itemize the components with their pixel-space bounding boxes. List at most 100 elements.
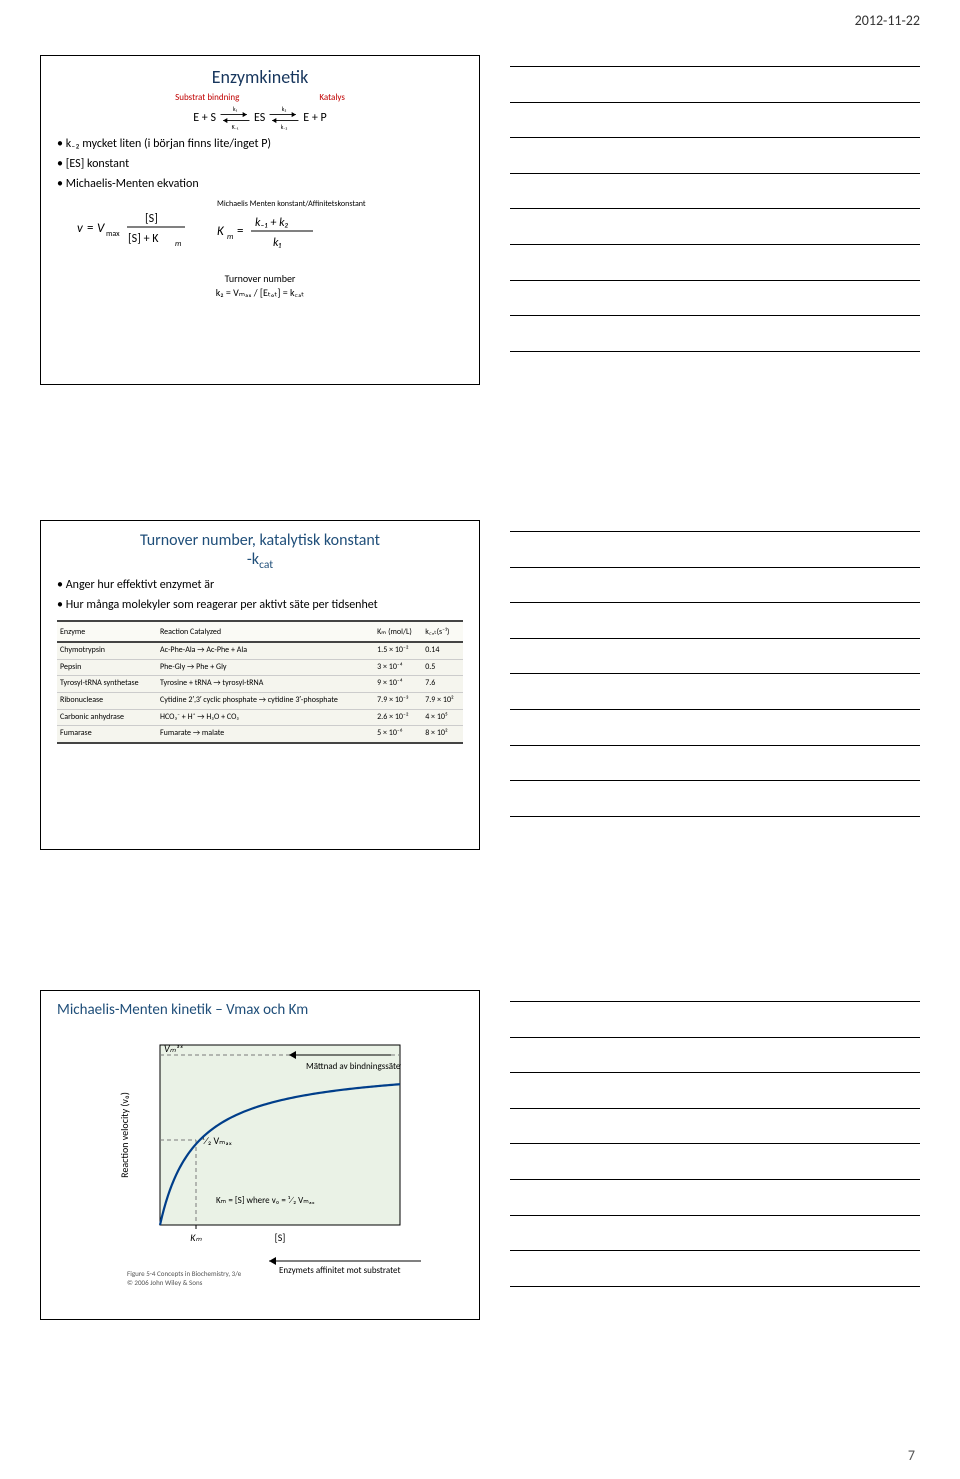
rate-k1: k₁ xyxy=(233,105,238,113)
svg-text:m: m xyxy=(227,232,233,242)
label-catalysis: Katalys xyxy=(319,92,345,103)
km-block: Michaelis Menten konstant/Affinitetskons… xyxy=(217,199,366,254)
table-cell: 7.9 × 10⁻³ xyxy=(374,692,422,709)
note-line xyxy=(510,1215,920,1216)
table-header: Enzyme xyxy=(57,621,157,642)
svg-text:K: K xyxy=(217,224,225,239)
slide2-title-line1: Turnover number, katalytisk konstant xyxy=(140,531,380,550)
table-row: ChymotrypsinAc-Phe-Ala → Ac-Phe + Ala1.5… xyxy=(57,642,463,659)
slide2-title: Turnover number, katalytisk konstant -kc… xyxy=(57,531,463,572)
note-line xyxy=(510,315,920,316)
rate-k-1: K₋₁ xyxy=(232,123,239,131)
product-ep: E + P xyxy=(303,111,326,125)
note-line xyxy=(510,567,920,568)
slide1-bullet1: k₋₂ mycket liten (i början finns lite/in… xyxy=(57,137,463,151)
turnover-eq: k₂ = Vₘₐₓ / [Eₜₒₜ] = k꜀ₐₜ xyxy=(57,285,463,299)
arrows-right: k₂ k₋₂ xyxy=(267,105,301,131)
table-cell: Ac-Phe-Ala → Ac-Phe + Ala xyxy=(157,642,374,659)
page-date: 2012-11-22 xyxy=(855,12,920,29)
note-line xyxy=(510,602,920,603)
svg-text:Kₘ = [S] where v₀ = ¹∕₂ Vₘₐₓ: Kₘ = [S] where v₀ = ¹∕₂ Vₘₐₓ xyxy=(216,1195,315,1206)
svg-text:=: = xyxy=(237,224,243,239)
slide1-bullet3: Michaelis-Menten ekvation xyxy=(57,177,463,191)
table-cell: Fumarate → malate xyxy=(157,726,374,743)
table-cell: 0.5 xyxy=(422,659,463,676)
table-cell: 3 × 10⁻⁴ xyxy=(374,659,422,676)
note-line xyxy=(510,673,920,674)
note-line xyxy=(510,816,920,817)
table-cell: Fumarase xyxy=(57,726,157,743)
caption-line2: © 2006 John Wiley & Sons xyxy=(127,1278,202,1287)
page-number: 7 xyxy=(908,1447,915,1464)
annot-affinity: Enzymets affinitet mot substratet xyxy=(261,1253,431,1275)
svg-text:v: v xyxy=(77,221,84,236)
table-cell: 5 × 10⁻⁶ xyxy=(374,726,422,743)
slide-enzymkinetik: Enzymkinetik Substrat bindning Katalys E… xyxy=(40,55,480,385)
table-cell: Carbonic anhydrase xyxy=(57,709,157,726)
slide1-title: Enzymkinetik xyxy=(57,66,463,88)
svg-text:V: V xyxy=(97,221,105,236)
note-line xyxy=(510,709,920,710)
notes-2 xyxy=(480,520,920,850)
table-cell: Tyrosine + tRNA → tyrosyl-tRNA xyxy=(157,676,374,693)
svg-text:[S]: [S] xyxy=(275,1231,286,1244)
table-row: PepsinPhe-Gly → Phe + Gly3 × 10⁻⁴0.5 xyxy=(57,659,463,676)
turnover-label: Turnover number xyxy=(57,272,463,285)
table-header: k꜀ₐₜ(s⁻¹) xyxy=(422,621,463,642)
note-line xyxy=(510,66,920,67)
table-cell: 2.6 × 10⁻² xyxy=(374,709,422,726)
slide-mm-kinetics: Michaelis-Menten kinetik – Vmax och Km V… xyxy=(40,990,480,1320)
table-cell: 9 × 10⁻⁴ xyxy=(374,676,422,693)
note-line xyxy=(510,1001,920,1002)
table-cell: Pepsin xyxy=(57,659,157,676)
svg-text:Reaction velocity (v₀): Reaction velocity (v₀) xyxy=(118,1092,131,1178)
svg-text:m: m xyxy=(175,239,181,249)
rate-k-2: k₋₂ xyxy=(281,123,288,131)
equation-row: v = V max [S] [S] + K m Michaelis Menten… xyxy=(77,199,463,254)
note-line xyxy=(510,780,920,781)
svg-text:Kₘ: Kₘ xyxy=(190,1231,202,1244)
note-line xyxy=(510,1143,920,1144)
row-1: Enzymkinetik Substrat bindning Katalys E… xyxy=(0,55,960,385)
svg-text:k₁: k₁ xyxy=(273,236,281,250)
note-line xyxy=(510,1286,920,1287)
reaction-scheme: E + S k₁ K₋₁ ES k₂ k₋₂ xyxy=(57,105,463,131)
notes-1 xyxy=(480,55,920,385)
note-line xyxy=(510,102,920,103)
slide-turnover: Turnover number, katalytisk konstant -kc… xyxy=(40,520,480,850)
reactant-es: E + S xyxy=(193,111,216,125)
table-row: FumaraseFumarate → malate5 × 10⁻⁶8 × 10² xyxy=(57,726,463,743)
table-cell: 7.6 xyxy=(422,676,463,693)
table-row: RibonucleaseCytidine 2′,3′ cyclic phosph… xyxy=(57,692,463,709)
kinetics-table: EnzymeReaction CatalyzedKₘ (mol/L)k꜀ₐₜ(s… xyxy=(57,620,463,744)
slide1-bullet2: [ES] konstant xyxy=(57,157,463,171)
note-line xyxy=(510,208,920,209)
table-cell: 1.5 × 10⁻² xyxy=(374,642,422,659)
note-line xyxy=(510,351,920,352)
table-cell: HCO₃⁻ + H⁺ → H₂O + CO₂ xyxy=(157,709,374,726)
table-cell: 8 × 10² xyxy=(422,726,463,743)
note-line xyxy=(510,280,920,281)
arrows-left: k₁ K₋₁ xyxy=(218,105,252,131)
table-cell: Chymotrypsin xyxy=(57,642,157,659)
slide3-title: Michaelis-Menten kinetik – Vmax och Km xyxy=(57,1001,463,1019)
table-cell: 7.9 × 10² xyxy=(422,692,463,709)
svg-text:Mättnad av bindningssätet: Mättnad av bindningssätet xyxy=(306,1061,401,1071)
reaction-label-row: Substrat bindning Katalys xyxy=(57,92,463,103)
svg-text:[S]: [S] xyxy=(145,212,158,226)
slide2-title-line2: -k xyxy=(247,550,259,569)
table-cell: 4 × 10⁵ xyxy=(422,709,463,726)
table-cell: Cytidine 2′,3′ cyclic phosphate → cytidi… xyxy=(157,692,374,709)
table-cell: Phe-Gly → Phe + Gly xyxy=(157,659,374,676)
table-cell: Ribonuclease xyxy=(57,692,157,709)
slide2-title-sub: cat xyxy=(259,558,273,572)
svg-text:=: = xyxy=(87,221,93,236)
note-line xyxy=(510,531,920,532)
note-line xyxy=(510,1072,920,1073)
note-line xyxy=(510,638,920,639)
table-header: Reaction Catalyzed xyxy=(157,621,374,642)
table-cell: Tyrosyl-tRNA synthetase xyxy=(57,676,157,693)
svg-text:k₋₁ + k₂: k₋₁ + k₂ xyxy=(255,216,289,230)
turnover-box: Turnover number k₂ = Vₘₐₓ / [Eₜₒₜ] = k꜀ₐ… xyxy=(57,272,463,299)
note-line xyxy=(510,244,920,245)
